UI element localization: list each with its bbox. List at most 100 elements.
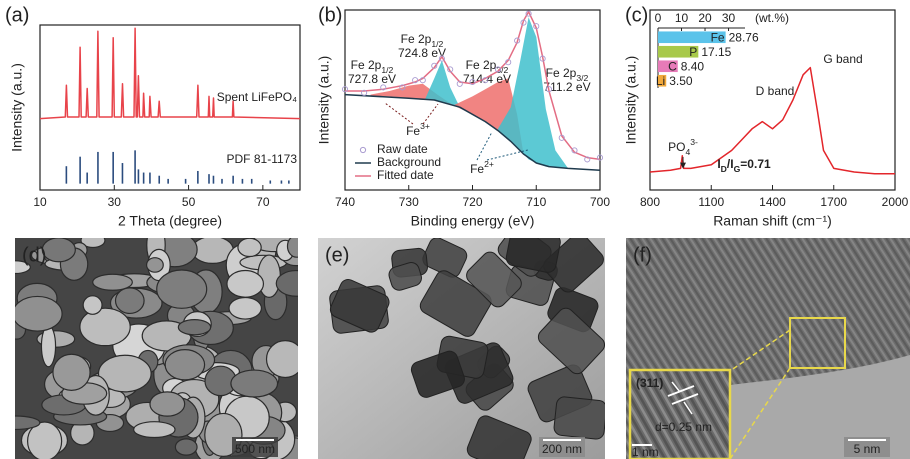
series-line — [40, 28, 300, 118]
oxidation-label: Fe3+ — [406, 121, 430, 138]
particle — [276, 271, 316, 297]
particle — [0, 416, 40, 429]
x-axis-title: (wt.%) — [755, 11, 789, 25]
annotation-part: G band — [823, 52, 862, 66]
annotation-part: /I — [727, 157, 734, 171]
x-tick-label: 740 — [335, 195, 355, 209]
x-axis-title: 2 Theta (degree) — [118, 213, 222, 229]
x-tick-label: 2000 — [882, 195, 909, 209]
bar-value-label: 17.15 — [701, 45, 731, 59]
x-axis-title: Raman shift (cm⁻¹) — [713, 213, 832, 229]
oxidation-label: Fe2+ — [470, 159, 494, 176]
component-label-part: Fe 2p — [401, 32, 432, 46]
particle — [80, 308, 130, 345]
annotation-part: 4 — [685, 147, 690, 157]
x-tick-label: 720 — [462, 195, 482, 209]
particle — [13, 296, 62, 331]
x-tick-label: 700 — [590, 195, 610, 209]
bar-value-label: 8.40 — [681, 59, 705, 73]
panel-label: (a) — [5, 4, 29, 26]
x-tick-label: 10 — [33, 195, 47, 209]
x-tick-label: 50 — [182, 195, 196, 209]
x-tick-label: 10 — [675, 11, 689, 25]
lattice-plane: (311) — [636, 376, 663, 390]
component-energy: 724.8 eV — [398, 46, 446, 60]
oxidation-label-part: 3+ — [420, 121, 430, 131]
component-label-part: Fe 2p — [351, 58, 382, 72]
x-tick-label: 1400 — [759, 195, 786, 209]
bar-category: Fe — [711, 30, 725, 44]
component-energy: 727.8 eV — [348, 72, 396, 86]
annotation-part: PO — [668, 140, 685, 154]
particle — [267, 341, 305, 378]
micrographs: (d)500 nm(e)200 nm(311)d=0.25 nm1 nm(f)5… — [0, 222, 910, 459]
particle — [165, 350, 204, 380]
particle — [178, 320, 210, 335]
panel-label: (e) — [325, 244, 349, 266]
particle — [53, 354, 90, 390]
legend-label: Raw date — [377, 142, 428, 156]
page: { "chart_data": [ { "type": "line", "lab… — [0, 0, 910, 459]
particle — [238, 238, 261, 256]
y-axis-title: Intensity (a.u.) — [623, 56, 639, 145]
component-label-part: Fe 2p — [466, 58, 497, 72]
scale-label: 500 nm — [235, 442, 275, 456]
x-tick-label: 710 — [526, 195, 546, 209]
legend-label: Fitted date — [377, 168, 434, 182]
annotation: G band — [823, 52, 862, 66]
panel-label: (f) — [633, 244, 652, 266]
bar-value-label: 3.50 — [669, 74, 693, 88]
particle — [553, 396, 607, 440]
guide-line — [477, 132, 492, 160]
y-axis-title: Intensity (a.u.) — [316, 56, 332, 145]
component-label-part: Fe 2p — [546, 66, 577, 80]
annotation: ID/IG=0.71 — [717, 157, 771, 174]
x-tick-label: 20 — [698, 11, 712, 25]
lattice-spacing: d=0.25 nm — [655, 420, 712, 434]
chart: (b) 740 730 720 710 700 Binding energy (eV) Int… — [316, 4, 611, 228]
scale-label: 200 nm — [542, 442, 582, 456]
x-tick-label: 730 — [399, 195, 419, 209]
particle — [41, 326, 55, 367]
micrograph — [318, 222, 608, 459]
legend-label: Background — [377, 155, 441, 169]
x-tick-label: 1100 — [698, 195, 724, 209]
annotation: PO43- — [668, 137, 698, 157]
oxidation-label-part: Fe — [406, 124, 420, 138]
particle — [287, 235, 305, 257]
particle — [93, 274, 133, 290]
annotation-part: 3- — [690, 137, 698, 147]
scale-label: 5 nm — [854, 442, 881, 456]
panel-label: (b) — [318, 4, 342, 26]
oxidation-label-part: 2+ — [484, 159, 494, 169]
particle — [175, 439, 197, 455]
bar-category: Li — [656, 74, 665, 88]
particle — [134, 422, 175, 438]
x-axis-title: Binding energy (eV) — [411, 213, 535, 229]
guide-line — [385, 103, 413, 124]
x-tick-label: 1700 — [820, 195, 847, 209]
x-tick-label: 30 — [108, 195, 122, 209]
x-tick-label: 70 — [256, 195, 270, 209]
x-tick-label: 30 — [722, 11, 736, 25]
oxidation-label-part: Fe — [470, 162, 484, 176]
particle — [42, 238, 75, 262]
particle — [150, 392, 185, 416]
particle — [83, 296, 102, 314]
bar-category: C — [668, 59, 677, 73]
inset-scale-label: 1 nm — [632, 445, 659, 459]
particle — [229, 297, 261, 319]
particle — [157, 270, 207, 308]
charts: (a) 10 30 50 70 2 Theta (degree) Intensity (a.… — [5, 4, 909, 228]
annotation-part: D band — [756, 84, 795, 98]
x-tick-label: 0 — [655, 11, 662, 25]
legend-symbol — [360, 147, 365, 152]
x-tick-label: 800 — [640, 195, 660, 209]
annotation-part: =0.71 — [740, 157, 771, 171]
panel-label: (c) — [625, 4, 648, 26]
series-label: PDF 81-1173 — [227, 152, 298, 166]
series-label: Spent LiFePO₄ — [217, 90, 297, 104]
figure: (a) 10 30 50 70 2 Theta (degree) Intensity (a.… — [0, 0, 910, 459]
